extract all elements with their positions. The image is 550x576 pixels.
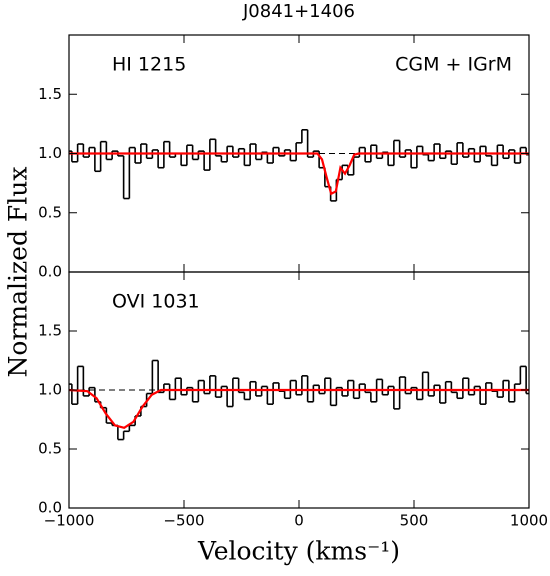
x-tick-label: −500: [163, 512, 204, 530]
x-tick-label: 1000: [510, 512, 548, 530]
y-tick-label: 1.0: [38, 144, 62, 162]
step-connector: [71, 360, 527, 440]
y-tick-label: 0.5: [38, 440, 62, 458]
y-tick-label: 1.0: [38, 381, 62, 399]
y-tick-label: 1.5: [38, 85, 62, 103]
y-tick-label: 1.5: [38, 322, 62, 340]
y-axis-label: Normalized Flux: [4, 167, 33, 378]
y-tick-label: 0.0: [38, 263, 62, 281]
chart-title: J0841+1406: [242, 1, 355, 22]
x-axis-label: Velocity (kms⁻¹): [197, 537, 400, 566]
y-tick-label: 0.0: [38, 499, 62, 517]
y-tick-label: 0.5: [38, 203, 62, 221]
panel-annotation: OVI 1031: [112, 291, 200, 313]
panel-annotation: HI 1215: [112, 54, 186, 76]
step-connector: [71, 129, 527, 201]
x-tick-label: 500: [400, 512, 429, 530]
x-tick-label: −1000: [44, 512, 95, 530]
x-tick-label: 0: [294, 512, 304, 530]
model-line: [68, 388, 529, 429]
model-line: [69, 152, 529, 196]
panel-annotation: CGM + IGrM: [395, 54, 512, 76]
